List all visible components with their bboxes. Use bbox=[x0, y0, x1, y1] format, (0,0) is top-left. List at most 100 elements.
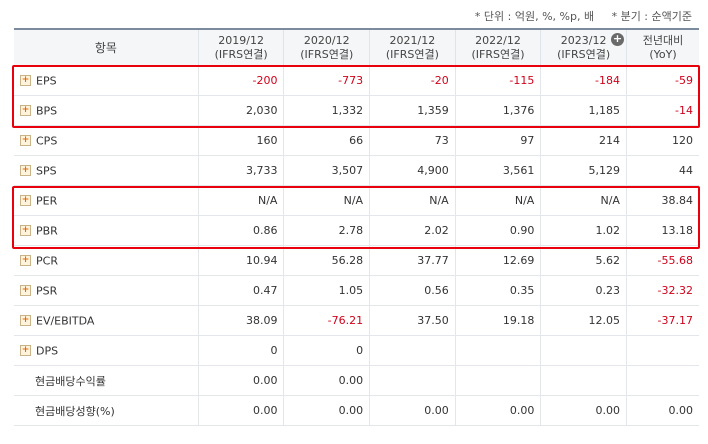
value-cell: 0.47 bbox=[197, 275, 284, 306]
value-cell bbox=[454, 365, 541, 396]
table-row: + PSR 0.47 1.05 0.56 0.35 0.23 -32.32 bbox=[14, 275, 699, 306]
expand-icon[interactable]: + bbox=[20, 225, 31, 237]
value-cell: 4,900 bbox=[369, 155, 456, 186]
expand-icon[interactable]: + bbox=[20, 345, 31, 357]
value-cell: 0.00 bbox=[454, 395, 541, 426]
expand-icon[interactable]: + bbox=[20, 255, 31, 267]
value-cell: N/A bbox=[369, 185, 456, 216]
value-cell: 0.90 bbox=[454, 215, 541, 246]
value-cell: 12.05 bbox=[540, 305, 627, 336]
row-label-cell[interactable]: + DPS bbox=[14, 335, 199, 366]
value-cell: 66 bbox=[283, 125, 370, 156]
row-label: PCR bbox=[36, 254, 58, 268]
value-cell: 0.86 bbox=[197, 215, 284, 246]
row-label: EPS bbox=[36, 74, 57, 88]
header-col-2019: 2019/12 (IFRS연결) bbox=[197, 29, 284, 66]
row-label-cell[interactable]: + EV/EBITDA bbox=[14, 305, 199, 336]
value-cell: -184 bbox=[540, 65, 627, 96]
row-label-cell[interactable]: + PCR bbox=[14, 245, 199, 276]
value-cell: 2.78 bbox=[283, 215, 370, 246]
value-cell: 1.02 bbox=[540, 215, 627, 246]
value-cell: N/A bbox=[454, 185, 541, 216]
value-cell: 1,185 bbox=[540, 95, 627, 126]
table-row: + EPS -200 -773 -20 -115 -184 -59 bbox=[14, 65, 699, 96]
value-cell bbox=[369, 335, 456, 366]
expand-icon[interactable]: + bbox=[20, 75, 31, 87]
value-cell: 0.00 bbox=[540, 395, 627, 426]
row-label-cell: 현금배당수익률 bbox=[14, 365, 199, 396]
header-row: 항목 2019/12 (IFRS연결) 2020/12 (IFRS연결) 2021/… bbox=[14, 29, 699, 66]
value-cell bbox=[540, 335, 627, 366]
value-cell: 1,332 bbox=[283, 95, 370, 126]
unit-notes: * 단위 : 억원, %, %p, 배 * 분기 : 순액기준 bbox=[461, 8, 692, 24]
value-cell: 0.23 bbox=[540, 275, 627, 306]
value-cell: -32.32 bbox=[625, 275, 699, 306]
table-row: + PCR 10.94 56.28 37.77 12.69 5.62 -55.68 bbox=[14, 245, 699, 276]
expand-icon[interactable]: + bbox=[20, 285, 31, 297]
row-label: BPS bbox=[36, 104, 58, 118]
row-label-cell[interactable]: + CPS bbox=[14, 125, 199, 156]
value-cell: 0.35 bbox=[454, 275, 541, 306]
row-label: DPS bbox=[36, 344, 59, 358]
value-cell: 0.00 bbox=[369, 395, 456, 426]
value-cell: 3,507 bbox=[283, 155, 370, 186]
value-cell: 37.77 bbox=[369, 245, 456, 276]
value-cell: 12.69 bbox=[454, 245, 541, 276]
value-cell: 1,359 bbox=[369, 95, 456, 126]
row-label-cell[interactable]: + BPS bbox=[14, 95, 199, 126]
row-label-cell[interactable]: + EPS bbox=[14, 65, 199, 96]
value-cell bbox=[625, 365, 699, 396]
value-cell: 0.00 bbox=[283, 395, 370, 426]
expand-icon[interactable]: + bbox=[20, 105, 31, 117]
header-col-2021: 2021/12 (IFRS연결) bbox=[369, 29, 456, 66]
row-label-cell[interactable]: + PER bbox=[14, 185, 199, 216]
value-cell: 120 bbox=[625, 125, 699, 156]
table-row: + CPS 160 66 73 97 214 120 bbox=[14, 125, 699, 156]
expand-icon[interactable]: + bbox=[20, 135, 31, 147]
value-cell: -14 bbox=[625, 95, 699, 126]
value-cell: 2,030 bbox=[197, 95, 284, 126]
value-cell: 1.05 bbox=[283, 275, 370, 306]
value-cell: 160 bbox=[197, 125, 284, 156]
value-cell: 56.28 bbox=[283, 245, 370, 276]
header-item: 항목 bbox=[14, 29, 199, 66]
value-cell: -76.21 bbox=[283, 305, 370, 336]
row-label: EV/EBITDA bbox=[36, 314, 95, 328]
table-row: + SPS 3,733 3,507 4,900 3,561 5,129 44 bbox=[14, 155, 699, 186]
unit-note: * 단위 : 억원, %, %p, 배 bbox=[474, 10, 595, 23]
header-col-2020: 2020/12 (IFRS연결) bbox=[283, 29, 370, 66]
value-cell: 13.18 bbox=[625, 215, 699, 246]
row-label-cell[interactable]: + PBR bbox=[14, 215, 199, 246]
row-label: PSR bbox=[36, 284, 58, 298]
row-label-cell: 현금배당성향(%) bbox=[14, 395, 199, 426]
value-cell: 1,376 bbox=[454, 95, 541, 126]
row-label: CPS bbox=[36, 134, 58, 148]
value-cell bbox=[454, 335, 541, 366]
value-cell: -20 bbox=[369, 65, 456, 96]
expand-icon[interactable]: + bbox=[20, 165, 31, 177]
expand-icon[interactable]: + bbox=[20, 195, 31, 207]
header-col-yoy: 전년대비 (YoY) bbox=[625, 29, 699, 66]
value-cell: -59 bbox=[625, 65, 699, 96]
row-label: PER bbox=[36, 194, 58, 208]
row-label: PBR bbox=[36, 224, 58, 238]
table-row: 현금배당성향(%) 0.00 0.00 0.00 0.00 0.00 0.00 bbox=[14, 395, 699, 426]
table-row: + BPS 2,030 1,332 1,359 1,376 1,185 -14 bbox=[14, 95, 699, 126]
value-cell: 3,561 bbox=[454, 155, 541, 186]
expand-icon[interactable]: + bbox=[20, 315, 31, 327]
value-cell: 0 bbox=[197, 335, 284, 366]
value-cell: 0.00 bbox=[283, 365, 370, 396]
row-label-cell[interactable]: + PSR bbox=[14, 275, 199, 306]
value-cell: 0 bbox=[283, 335, 370, 366]
table-row: + PER N/A N/A N/A N/A N/A 38.84 bbox=[14, 185, 699, 216]
value-cell bbox=[540, 365, 627, 396]
row-label: SPS bbox=[36, 164, 57, 178]
value-cell: 0.00 bbox=[197, 365, 284, 396]
row-label-cell[interactable]: + SPS bbox=[14, 155, 199, 186]
add-column-icon[interactable]: + bbox=[610, 32, 624, 46]
value-cell: 19.18 bbox=[454, 305, 541, 336]
table-row: 현금배당수익률 0.00 0.00 bbox=[14, 365, 699, 396]
value-cell: 44 bbox=[625, 155, 699, 186]
value-cell: 37.50 bbox=[369, 305, 456, 336]
value-cell: 73 bbox=[369, 125, 456, 156]
